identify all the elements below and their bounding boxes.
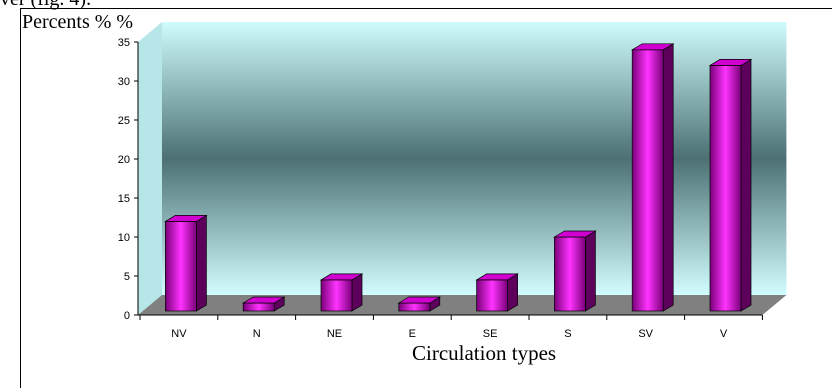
bar-top: [164, 215, 208, 222]
bar-top: [475, 273, 519, 281]
bar-nv: [164, 214, 208, 312]
bar-chart: 0 5 10 15 20 25 30 35 NV N NE E SE S SV V: [118, 22, 787, 340]
bar-v: [708, 58, 753, 312]
x-tick-label: NE: [327, 328, 342, 340]
y-tick-label: 10: [118, 232, 130, 244]
x-tick-label: E: [409, 328, 416, 340]
floor: [138, 295, 787, 315]
y-tick-label: 35: [118, 37, 130, 49]
bar-top: [630, 43, 675, 51]
bar-front: [320, 279, 353, 312]
bar-side: [662, 43, 674, 312]
y-tick-label: 0: [124, 310, 130, 322]
bar-front: [398, 302, 431, 312]
bar-top: [708, 59, 753, 66]
x-tick-label: S: [564, 328, 571, 340]
y-tick-label: 15: [118, 193, 130, 205]
text-fragment: ver (fig. 4).: [0, 0, 91, 11]
bar-top: [241, 296, 286, 304]
bar-side: [196, 214, 207, 312]
bar-front: [709, 65, 742, 312]
bar-side: [585, 230, 596, 312]
x-tick-label: NV: [171, 328, 187, 340]
side-wall: [138, 22, 162, 315]
y-tick-label: 25: [118, 115, 130, 127]
x-tick-label: SV: [638, 328, 653, 340]
bar-e: [397, 296, 442, 312]
bar-front: [476, 279, 508, 312]
y-tick-label: 5: [124, 271, 130, 283]
figure-frame: [20, 8, 832, 388]
y-tick-label: 30: [118, 76, 130, 88]
bar-ne: [319, 273, 364, 312]
y-tick-label: 20: [118, 154, 130, 166]
bar-sv: [630, 43, 675, 312]
bar-top: [397, 296, 442, 304]
bar-side: [351, 273, 363, 312]
bar-side: [740, 58, 752, 312]
bar-front: [554, 236, 586, 312]
bar-front: [242, 302, 275, 312]
back-wall: [162, 22, 787, 295]
x-tick-label: V: [720, 328, 728, 340]
bar-front: [165, 221, 197, 312]
bar-n: [241, 296, 286, 312]
bar-s: [553, 230, 597, 312]
bar-side: [507, 273, 518, 312]
x-axis-label: Circulation types: [412, 341, 557, 365]
x-tick-label: SE: [483, 328, 498, 340]
bar-top: [319, 273, 364, 281]
x-tick-label: N: [253, 328, 261, 340]
y-axis-label: Percents % %: [22, 11, 134, 33]
bar-front: [631, 49, 664, 312]
bar-se: [475, 273, 519, 312]
bar-top: [553, 230, 597, 238]
